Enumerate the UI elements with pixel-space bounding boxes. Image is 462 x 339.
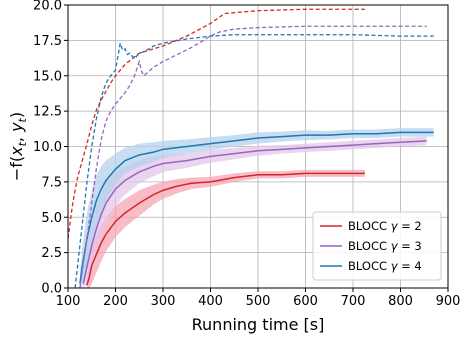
y-axis-ticks: 0.0 2.5 5.0 7.5 10.0 12.5 15.0 17.5 20.0 (33, 0, 68, 297)
y-tick-label: 10.0 (33, 140, 62, 155)
x-tick-label: 900 (436, 294, 461, 309)
series-dashed-line-4 (79, 25, 427, 288)
series-line-0 (86, 172, 365, 286)
x-tick-label: 800 (388, 294, 413, 309)
y-label-comma: , (7, 132, 26, 142)
legend: BLOCC γ = 2 BLOCC γ = 3 BLOCC γ = 4 (312, 211, 442, 281)
x-tick-label: 300 (151, 294, 176, 309)
y-tick-label: 7.5 (41, 175, 62, 190)
y-tick-label: 0.0 (41, 282, 62, 297)
series-line-1 (82, 140, 427, 284)
legend-entry: BLOCC γ = 2 (348, 219, 422, 233)
y-label-y: y (7, 122, 26, 133)
y-label-close: ) (7, 112, 26, 118)
plot-series (68, 8, 434, 288)
legend-box (312, 211, 442, 281)
x-tick-label: 500 (246, 294, 271, 309)
legend-entry: BLOCC γ = 4 (348, 259, 422, 273)
series-line-2 (79, 131, 434, 284)
y-tick-label: 5.0 (41, 211, 62, 226)
x-tick-label: 400 (198, 294, 223, 309)
legend-entry: BLOCC γ = 3 (348, 239, 422, 253)
x-axis-ticks: 100 200 300 400 500 600 700 800 900 (56, 288, 461, 309)
y-tick-label: 20.0 (33, 0, 62, 14)
y-label-x: x (7, 146, 26, 157)
y-tick-label: 17.5 (33, 34, 62, 49)
y-label-y-sub: t (16, 117, 29, 122)
x-tick-label: 100 (56, 294, 81, 309)
x-axis-label: Running time [s] (192, 315, 325, 334)
y-tick-label: 12.5 (33, 105, 62, 120)
y-tick-label: 2.5 (41, 246, 62, 261)
x-tick-label: 200 (103, 294, 128, 309)
y-label-minus-f: −f( (7, 156, 26, 181)
y-tick-label: 15.0 (33, 69, 62, 84)
series-dashed-line-5 (74, 34, 434, 288)
y-axis-label: −f(xt, yt) (7, 112, 29, 181)
series-dashed-line-3 (68, 8, 365, 239)
series-band-0 (87, 169, 365, 288)
x-tick-label: 600 (293, 294, 318, 309)
y-label-x-sub: t (16, 141, 29, 146)
x-tick-label: 700 (341, 294, 366, 309)
